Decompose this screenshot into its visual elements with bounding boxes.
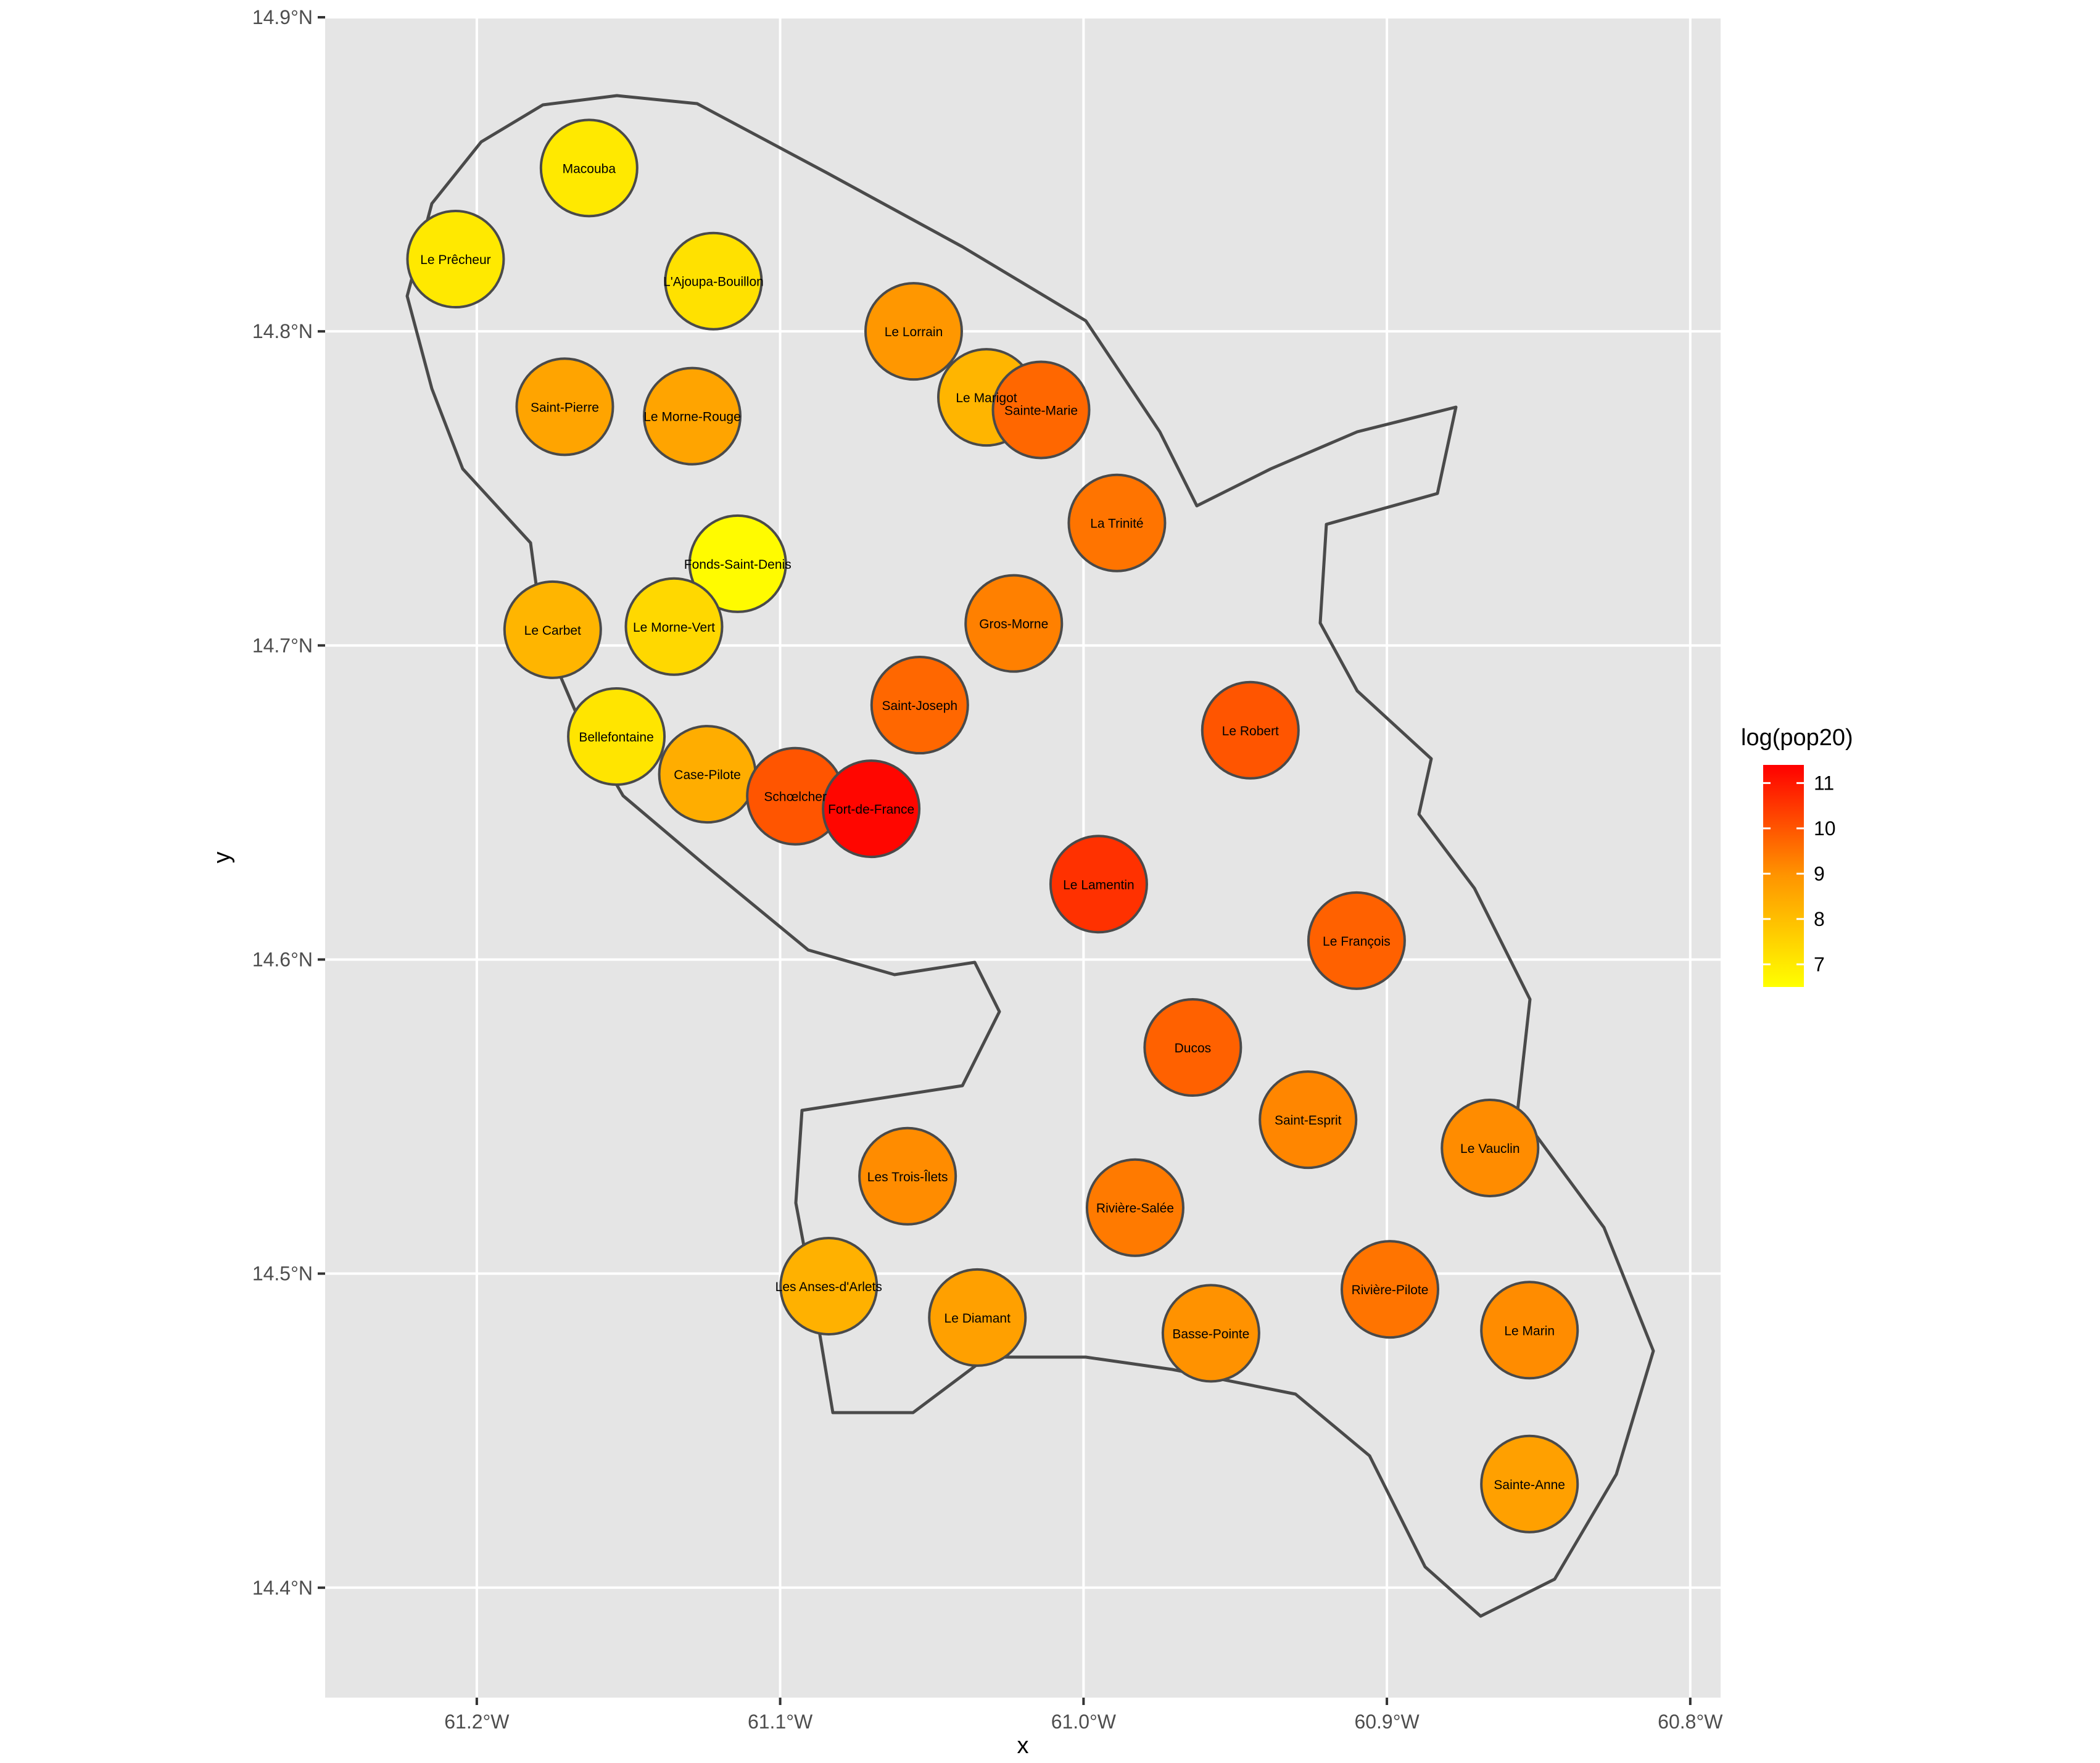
region-label: Gros-Morne	[979, 617, 1048, 632]
region-label: Rivière-Pilote	[1352, 1283, 1429, 1297]
region-marker	[664, 231, 763, 331]
region-label: Macouba	[563, 162, 616, 176]
region-label: Les Anses-d'Arlets	[775, 1280, 882, 1294]
region-marker	[503, 580, 602, 679]
region-marker	[1341, 1240, 1440, 1339]
region-marker	[539, 118, 639, 218]
region-label: Ducos	[1175, 1041, 1212, 1055]
region-marker	[1161, 1284, 1260, 1383]
region-marker	[928, 1268, 1027, 1367]
region-label: Les Trois-Îlets	[867, 1170, 948, 1184]
region-marker	[624, 577, 724, 676]
region-label: Le Lorrain	[885, 325, 943, 339]
y-tick-label: 14.8°N	[252, 320, 313, 342]
region-label: Fonds-Saint-Denis	[684, 558, 792, 572]
region-label: Basse-Pointe	[1172, 1327, 1249, 1341]
region-label: Fort-de-France	[828, 803, 914, 817]
region-marker	[406, 210, 505, 309]
legend-tick-label: 7	[1814, 953, 1825, 975]
region-label: Sainte-Marie	[1004, 403, 1078, 418]
region-marker	[1143, 998, 1242, 1097]
x-axis: 61.2°W 61.1°W 61.0°W 60.9°W 60.8°W	[444, 1698, 1723, 1733]
region-label: Sainte-Anne	[1494, 1478, 1565, 1492]
legend-ticks: 7 8 9 10 11	[1763, 772, 1836, 975]
x-tick-label: 61.2°W	[444, 1711, 510, 1733]
region-label: Le Carbet	[524, 624, 581, 638]
region-marker	[1480, 1434, 1579, 1534]
x-axis-title: x	[1017, 1733, 1029, 1759]
region-marker	[779, 1237, 878, 1336]
region-marker	[1067, 473, 1167, 572]
region-marker	[1085, 1158, 1184, 1257]
region-label: Le Diamant	[945, 1311, 1011, 1326]
region-label: Le Morne-Rouge	[643, 410, 741, 424]
y-tick-label: 14.9°N	[252, 6, 313, 28]
region-label: Saint-Joseph	[882, 699, 958, 713]
island-outline	[405, 94, 1655, 1618]
x-tick-label: 60.9°W	[1354, 1711, 1420, 1733]
y-axis: 14.9°N 14.8°N 14.7°N 14.6°N 14.5°N 14.4°N	[252, 6, 325, 1599]
region-marker	[864, 282, 963, 381]
region-label: L'Ajoupa-Bouillon	[663, 275, 764, 289]
region-marker	[991, 360, 1091, 460]
y-tick-label: 14.5°N	[252, 1263, 313, 1285]
region-label: Schœlcher	[764, 790, 827, 804]
region-label: Le Vauclin	[1460, 1142, 1520, 1156]
plot-panel	[325, 17, 1721, 1698]
region-label: Case-Pilote	[674, 768, 741, 782]
y-axis-title: y	[209, 852, 235, 864]
region-marker	[515, 357, 614, 456]
legend-colorbar	[1763, 765, 1804, 987]
region-labels: Macouba Le Prêcheur L'Ajoupa-Bouillon Le Lo…	[420, 162, 1565, 1492]
region-label: Le Marigot	[956, 391, 1017, 405]
region-label: Le Marin	[1504, 1324, 1555, 1338]
region-label: Rivière-Salée	[1096, 1202, 1174, 1216]
region-marker	[858, 1126, 957, 1226]
region-marker	[1259, 1070, 1358, 1170]
legend: log(pop20) 7 8 9 10 11	[1741, 725, 1853, 987]
region-marker	[1441, 1098, 1540, 1197]
region-label: Le Robert	[1222, 724, 1279, 738]
region-marker	[1049, 835, 1148, 934]
x-tick-label: 61.0°W	[1051, 1711, 1117, 1733]
legend-tick-label: 11	[1814, 772, 1834, 794]
region-marker	[1307, 891, 1406, 990]
legend-tick-label: 8	[1814, 908, 1825, 930]
region-label: Le Morne-Vert	[633, 621, 715, 635]
y-tick-label: 14.7°N	[252, 634, 313, 656]
x-tick-label: 61.1°W	[748, 1711, 813, 1733]
region-marker	[567, 687, 666, 786]
region-label: Le Lamentin	[1063, 878, 1135, 892]
region-marker	[870, 656, 969, 755]
x-tick-label: 60.8°W	[1658, 1711, 1723, 1733]
region-label: La Trinité	[1090, 517, 1143, 531]
region-label: Saint-Esprit	[1275, 1113, 1342, 1128]
region-marker	[1480, 1281, 1579, 1380]
y-tick-label: 14.6°N	[252, 948, 313, 970]
legend-title: log(pop20)	[1741, 725, 1853, 751]
legend-tick-label: 9	[1814, 862, 1825, 885]
region-marker	[964, 574, 1064, 673]
region-label: Saint-Pierre	[531, 400, 599, 415]
region-label: Le Prêcheur	[420, 253, 490, 267]
y-tick-label: 14.4°N	[252, 1577, 313, 1599]
region-marker	[822, 759, 921, 859]
region-marker	[643, 366, 742, 466]
legend-tick-label: 10	[1814, 817, 1836, 840]
region-label: Le François	[1323, 935, 1391, 949]
region-marker	[688, 514, 787, 613]
region-marker	[1201, 680, 1300, 780]
region-markers	[406, 118, 1579, 1534]
region-label: Bellefontaine	[579, 730, 653, 745]
